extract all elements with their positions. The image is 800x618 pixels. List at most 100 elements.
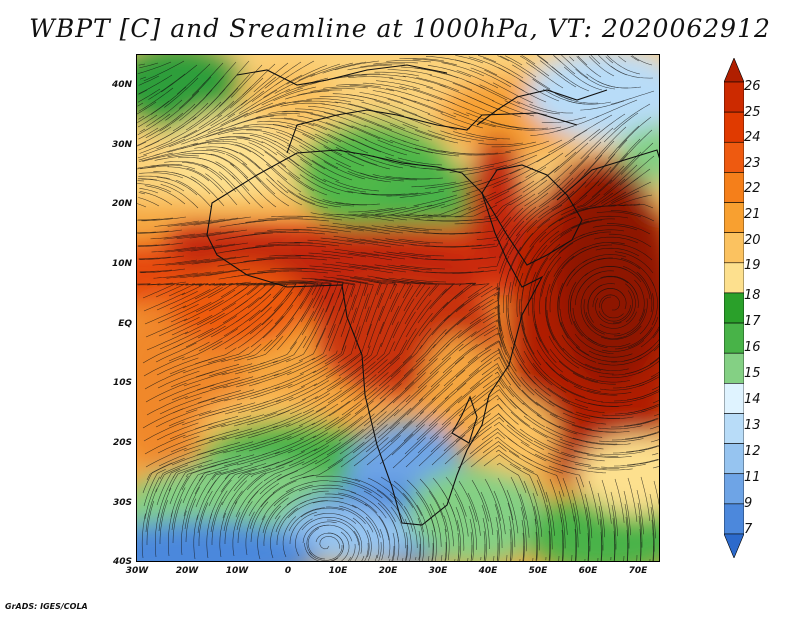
streamline bbox=[594, 126, 627, 160]
streamline bbox=[301, 295, 324, 336]
streamline bbox=[627, 316, 659, 349]
streamline bbox=[597, 258, 641, 270]
streamline bbox=[599, 451, 645, 455]
streamline bbox=[168, 511, 173, 557]
streamline bbox=[144, 305, 187, 325]
streamline bbox=[348, 103, 392, 118]
streamline bbox=[311, 159, 353, 181]
streamline bbox=[138, 89, 148, 95]
streamline bbox=[376, 321, 399, 361]
streamline bbox=[554, 142, 589, 173]
streamline bbox=[498, 67, 538, 91]
streamline bbox=[560, 516, 564, 561]
streamline bbox=[299, 496, 344, 505]
streamline bbox=[441, 395, 476, 426]
streamline bbox=[184, 312, 225, 335]
streamline bbox=[274, 493, 311, 520]
streamline bbox=[469, 518, 474, 561]
streamline bbox=[211, 464, 253, 481]
streamline bbox=[347, 64, 393, 71]
colorbar-segment bbox=[724, 111, 744, 143]
streamline bbox=[607, 55, 641, 75]
streamline bbox=[431, 303, 465, 336]
streamline bbox=[170, 302, 212, 323]
streamline bbox=[615, 251, 654, 274]
streamline bbox=[614, 478, 625, 523]
streamline bbox=[306, 226, 352, 233]
streamline bbox=[237, 319, 273, 349]
streamline bbox=[601, 296, 624, 319]
streamline bbox=[414, 207, 459, 216]
streamline bbox=[484, 404, 519, 425]
streamline bbox=[150, 233, 196, 240]
streamline bbox=[347, 153, 391, 170]
streamline bbox=[385, 156, 430, 167]
streamline bbox=[363, 490, 396, 522]
streamline bbox=[211, 402, 256, 416]
streamline bbox=[137, 183, 172, 193]
streamline bbox=[609, 138, 641, 173]
streamline bbox=[221, 427, 266, 441]
streamline bbox=[457, 439, 493, 469]
streamline bbox=[309, 265, 355, 272]
streamline bbox=[546, 504, 553, 550]
streamline bbox=[248, 142, 287, 168]
streamline bbox=[584, 153, 616, 188]
streamline bbox=[414, 114, 458, 131]
streamline bbox=[298, 193, 342, 208]
streamline bbox=[336, 110, 380, 127]
streamline bbox=[568, 231, 611, 246]
colorbar-label-22: 22 bbox=[744, 181, 761, 196]
streamline bbox=[573, 320, 608, 348]
streamline bbox=[571, 154, 603, 189]
streamline bbox=[438, 179, 483, 191]
streamline bbox=[525, 244, 548, 284]
streamline bbox=[458, 387, 494, 417]
colorbar-segment bbox=[724, 413, 744, 444]
streamline bbox=[427, 113, 471, 130]
streamline bbox=[250, 88, 291, 110]
streamline bbox=[243, 101, 287, 118]
streamline bbox=[198, 328, 238, 352]
streamline bbox=[559, 308, 580, 348]
streamline bbox=[266, 178, 303, 206]
streamline bbox=[143, 60, 185, 82]
streamline bbox=[145, 447, 187, 468]
streamline bbox=[441, 205, 485, 217]
streamline bbox=[417, 422, 451, 454]
streamline bbox=[649, 425, 659, 430]
streamline bbox=[327, 296, 345, 339]
streamline bbox=[637, 360, 659, 374]
streamline bbox=[172, 459, 213, 479]
streamline bbox=[315, 305, 335, 348]
streamline bbox=[397, 225, 443, 231]
streamline bbox=[613, 530, 615, 561]
streamline bbox=[419, 478, 444, 517]
streamline bbox=[508, 320, 525, 363]
streamline bbox=[587, 402, 633, 407]
streamline bbox=[137, 126, 172, 146]
streamline bbox=[619, 155, 655, 186]
streamline bbox=[598, 505, 604, 551]
streamline bbox=[601, 340, 645, 352]
streamline bbox=[231, 175, 264, 209]
streamline bbox=[142, 283, 176, 299]
streamline bbox=[389, 78, 434, 89]
streamline bbox=[390, 139, 434, 154]
streamline bbox=[325, 350, 362, 378]
streamline bbox=[237, 399, 281, 414]
streamline bbox=[263, 505, 282, 547]
streamline bbox=[171, 449, 215, 466]
colorbar-label-21: 21 bbox=[744, 207, 761, 222]
streamline bbox=[273, 422, 316, 442]
streamline bbox=[206, 148, 248, 166]
streamline bbox=[563, 66, 603, 91]
streamline bbox=[302, 133, 343, 156]
streamline bbox=[397, 157, 443, 166]
streamline bbox=[548, 465, 585, 488]
streamline bbox=[580, 127, 614, 160]
streamline bbox=[248, 290, 283, 322]
streamline bbox=[515, 205, 550, 237]
streamline bbox=[554, 93, 599, 104]
streamline bbox=[325, 506, 366, 525]
